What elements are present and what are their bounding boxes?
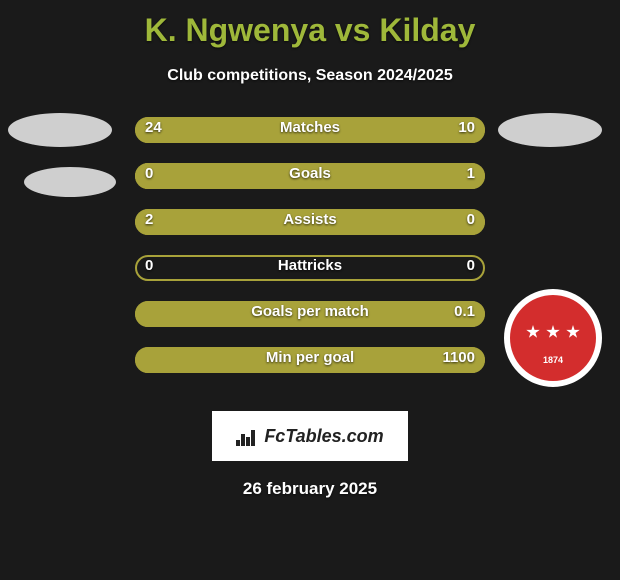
bar-chart-icon xyxy=(236,426,256,446)
stat-row: 2Assists0 xyxy=(135,209,485,235)
date-label: 26 february 2025 xyxy=(0,479,620,499)
club-badge: 1874 xyxy=(504,289,602,387)
page-title: K. Ngwenya vs Kilday xyxy=(0,0,620,49)
stat-value-right: 0 xyxy=(467,211,475,228)
star-icon xyxy=(526,325,540,339)
stat-value-right: 0 xyxy=(467,257,475,274)
stat-label: Goals per match xyxy=(135,303,485,320)
fctables-label: FcTables.com xyxy=(264,426,383,447)
stat-row: 24Matches10 xyxy=(135,117,485,143)
star-icon xyxy=(566,325,580,339)
stat-label: Goals xyxy=(135,165,485,182)
fctables-branding[interactable]: FcTables.com xyxy=(212,411,408,461)
stat-label: Matches xyxy=(135,119,485,136)
stat-row: Goals per match0.1 xyxy=(135,301,485,327)
stat-value-right: 10 xyxy=(458,119,475,136)
player-right-ellipse-1 xyxy=(498,113,602,147)
star-icon xyxy=(546,325,560,339)
comparison-chart: 24Matches100Goals12Assists00Hattricks0Go… xyxy=(0,113,620,393)
stat-row: 0Goals1 xyxy=(135,163,485,189)
stat-label: Min per goal xyxy=(135,349,485,366)
stat-row: Min per goal1100 xyxy=(135,347,485,373)
player-left-ellipse-1 xyxy=(8,113,112,147)
stat-row: 0Hattricks0 xyxy=(135,255,485,281)
badge-year: 1874 xyxy=(518,355,588,365)
subtitle: Club competitions, Season 2024/2025 xyxy=(0,67,620,85)
player-left-ellipse-2 xyxy=(24,167,116,197)
stat-value-right: 0.1 xyxy=(454,303,475,320)
badge-stars xyxy=(518,325,588,339)
stat-label: Hattricks xyxy=(135,257,485,274)
stat-value-right: 1 xyxy=(467,165,475,182)
stat-label: Assists xyxy=(135,211,485,228)
stat-value-right: 1100 xyxy=(442,349,475,366)
